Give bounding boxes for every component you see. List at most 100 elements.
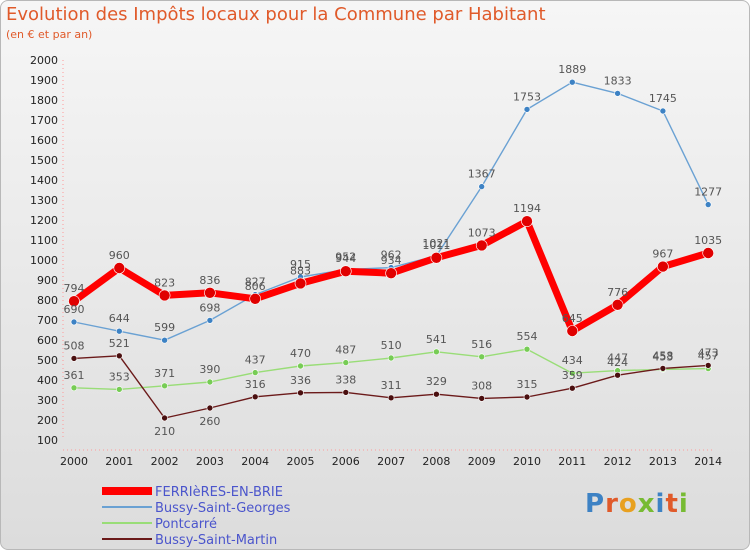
- data-label: 470: [290, 347, 311, 360]
- x-tick-label: 2003: [196, 455, 224, 468]
- data-point: [704, 362, 712, 369]
- y-tick-label: 500: [37, 354, 58, 367]
- x-tick-label: 2014: [694, 455, 722, 468]
- data-label: 1833: [604, 74, 632, 87]
- logo-letter: o: [618, 489, 638, 519]
- y-tick-label: 900: [37, 274, 58, 287]
- x-tick-label: 2006: [332, 455, 360, 468]
- data-label: 644: [109, 312, 130, 325]
- data-point: [116, 327, 123, 335]
- data-point: [659, 365, 667, 372]
- data-point: [433, 348, 440, 356]
- logo-letter: i: [655, 489, 666, 519]
- data-label: 1021: [422, 237, 450, 250]
- data-point: [204, 286, 216, 299]
- x-tick-label: 2001: [105, 455, 133, 468]
- data-label: 836: [199, 274, 220, 287]
- data-point: [297, 362, 304, 370]
- data-point: [116, 352, 123, 360]
- data-label: 457: [698, 350, 719, 363]
- data-label: 934: [381, 254, 402, 267]
- data-label: 315: [517, 378, 538, 391]
- data-label: 390: [199, 363, 220, 376]
- data-point: [249, 292, 261, 305]
- logo-letter: r: [605, 489, 619, 519]
- data-point: [251, 393, 259, 401]
- x-tick-label: 2005: [287, 455, 315, 468]
- data-label: 336: [290, 374, 311, 387]
- data-label: 1277: [694, 186, 722, 199]
- data-labels: 794 960 823 836 806 883 944 934 1011 1073 1194 645 7…: [64, 63, 723, 438]
- logo-letter: x: [637, 489, 656, 519]
- data-point: [70, 318, 78, 326]
- data-point: [614, 90, 621, 97]
- data-point: [568, 78, 576, 86]
- y-tick-label: 1300: [30, 194, 58, 207]
- data-label: 458: [652, 349, 673, 362]
- proxiti-logo: Proxiti: [585, 489, 689, 519]
- data-label: 447: [607, 352, 628, 365]
- data-label: 952: [335, 251, 356, 264]
- data-label: 316: [245, 378, 266, 391]
- y-tick-label: 100: [37, 434, 58, 447]
- data-label: 599: [154, 321, 175, 334]
- data-label: 353: [109, 370, 130, 383]
- data-point: [568, 369, 576, 377]
- data-label: 1745: [649, 92, 677, 105]
- data-point: [475, 239, 488, 252]
- data-label: 915: [290, 258, 311, 271]
- data-point: [113, 262, 126, 274]
- data-point: [566, 325, 579, 337]
- data-point: [70, 355, 78, 362]
- data-point: [161, 382, 168, 390]
- data-label: 690: [64, 303, 85, 316]
- data-label: 437: [245, 354, 266, 367]
- data-point: [206, 317, 214, 324]
- series-0: [68, 215, 715, 337]
- y-tick-label: 1900: [30, 74, 58, 87]
- data-label: 361: [64, 369, 85, 382]
- data-label: 1889: [558, 63, 586, 76]
- data-label: 510: [381, 339, 402, 352]
- data-label: 645: [562, 312, 583, 325]
- data-label: 1035: [694, 234, 722, 247]
- data-label: 434: [562, 354, 583, 367]
- data-point: [430, 251, 443, 264]
- y-tick-label: 1400: [30, 174, 58, 187]
- data-point: [704, 201, 712, 208]
- y-tick-label: 1100: [30, 234, 58, 247]
- y-tick-label: 1800: [30, 94, 58, 107]
- data-label: 883: [290, 264, 311, 277]
- data-label: 359: [562, 369, 583, 382]
- chart-subtitle: (en € et par an): [6, 28, 93, 41]
- y-tick-label: 800: [37, 294, 58, 307]
- legend-label: Pontcarré: [155, 517, 217, 532]
- data-label: 1194: [513, 202, 541, 215]
- data-label: 960: [109, 249, 130, 262]
- x-tick-label: 2000: [60, 455, 88, 468]
- data-label: 794: [64, 282, 85, 295]
- data-label: 823: [154, 276, 175, 289]
- data-label: 424: [607, 356, 628, 369]
- legend: FERRIèRES-EN-BRIEBussy-Saint-GeorgesPont…: [102, 485, 291, 548]
- data-point: [523, 106, 531, 113]
- data-label: 371: [154, 367, 175, 380]
- y-tick-label: 1500: [30, 154, 58, 167]
- data-point: [387, 394, 395, 402]
- y-tick-label: 1000: [30, 254, 58, 267]
- data-point: [294, 277, 307, 290]
- axes: 100 200 300 400 500 600 700 800 900 1000 1100 1200 1…: [30, 54, 722, 468]
- data-label: 1367: [468, 168, 496, 181]
- legend-item-3: Bussy-Saint-Martin: [102, 533, 277, 548]
- data-label: 967: [652, 248, 673, 261]
- y-tick-label: 2000: [30, 54, 58, 67]
- data-label: 776: [607, 286, 628, 299]
- series-layer: [68, 78, 715, 422]
- data-point: [116, 386, 123, 393]
- data-point: [611, 298, 624, 311]
- logo-letter: P: [585, 489, 606, 519]
- x-tick-label: 2012: [604, 455, 632, 468]
- y-tick-label: 200: [37, 414, 58, 427]
- data-label: 1073: [468, 226, 496, 239]
- data-point: [206, 378, 214, 386]
